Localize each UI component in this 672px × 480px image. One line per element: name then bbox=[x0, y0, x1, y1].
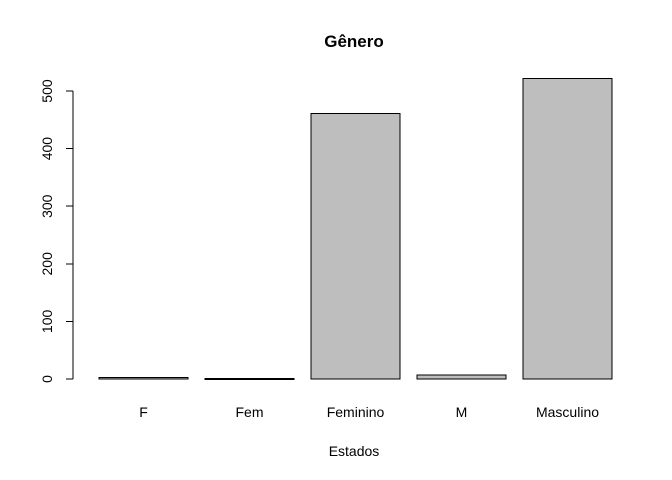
y-tick-label-200: 200 bbox=[39, 252, 55, 276]
x-axis-label: Estados bbox=[329, 443, 380, 459]
chart-title: Gênero bbox=[324, 32, 384, 51]
bar-f bbox=[98, 376, 189, 380]
y-tick-label-300: 300 bbox=[39, 194, 55, 218]
x-tick-label-feminino: Feminino bbox=[327, 404, 385, 420]
y-tick-label-100: 100 bbox=[39, 310, 55, 334]
bars bbox=[98, 77, 613, 380]
bar-masculino bbox=[522, 77, 613, 380]
bar-m bbox=[416, 374, 507, 380]
y-axis: 0 100 200 300 400 500 bbox=[39, 79, 74, 383]
y-tick-label-0: 0 bbox=[39, 375, 55, 383]
y-tick-label-400: 400 bbox=[39, 137, 55, 161]
x-tick-labels: F Fem Feminino M Masculino bbox=[139, 404, 599, 420]
x-tick-label-fem: Fem bbox=[236, 404, 264, 420]
x-tick-label-f: F bbox=[139, 404, 148, 420]
x-tick-label-masculino: Masculino bbox=[536, 404, 599, 420]
bar-feminino bbox=[310, 112, 401, 380]
bar-fem bbox=[204, 377, 295, 380]
x-tick-label-m: M bbox=[456, 404, 468, 420]
y-tick-label-500: 500 bbox=[39, 79, 55, 103]
